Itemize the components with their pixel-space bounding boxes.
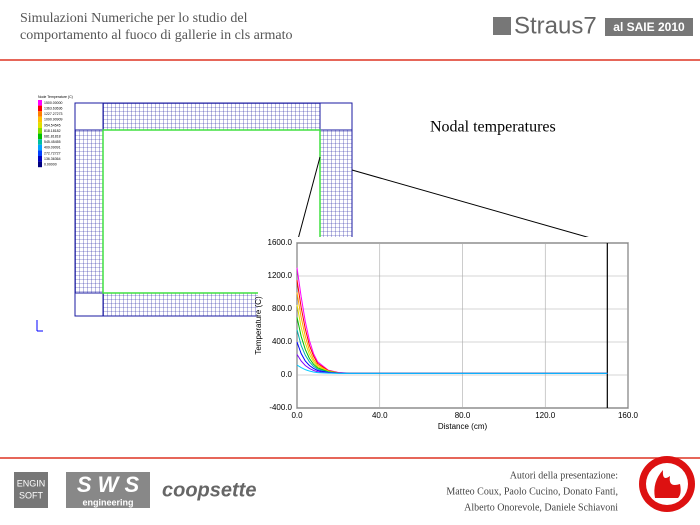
zoom-line [296,156,321,244]
legend-label: 1500.00000 [44,101,63,105]
zoom-line [351,169,609,244]
legend-label: 1090.90909 [44,118,63,122]
y-tick-label: 400.0 [272,337,293,346]
legend-swatch [38,111,42,117]
legend-swatch [38,116,42,123]
y-tick-label: 1600.0 [268,238,293,247]
footer-logo: engineering [82,497,133,507]
y-tick-label: 1200.0 [268,271,293,280]
contour-legend: Node Temperature (C) 1500.00000 1363.6363… [38,95,73,168]
footer-logo: S W S [77,472,140,497]
legend-label: 1227.27273 [44,112,63,116]
legend-label: 136.36364 [44,157,61,161]
legend-swatch [38,105,42,112]
series-line [296,364,608,374]
x-tick-label: 160.0 [618,411,639,420]
footer-logo: SOFT [19,490,44,500]
legend-swatch [38,100,42,106]
legend-label: 409.09091 [44,146,61,150]
authors: Autori della presentazione: [510,470,618,481]
x-axis-label: Distance (cm) [438,422,488,431]
legend-swatch [38,122,42,128]
x-tick-label: 40.0 [372,411,388,420]
legend-label: 272.72727 [44,151,61,155]
legend-label: 545.45455 [44,140,61,144]
authors: Matteo Coux, Paolo Cucino, Donato Fanti, [446,486,618,497]
legend-label: 0.00000 [44,163,57,167]
legend-title: Node Temperature (C) [38,95,73,99]
legend-label: 681.81818 [44,135,61,139]
footer-logo: coopsette [162,479,256,501]
badge: al SAIE 2010 [613,20,685,34]
footer-logo: ENGIN [17,478,46,488]
badge-bg [605,18,693,36]
legend-swatch [38,156,42,162]
logo: Straus7 [514,12,597,39]
y-axis-label: Temperature (C) [254,296,263,355]
y-tick-label: 0.0 [281,370,293,379]
chart-bg [258,237,630,432]
y-tick-label: -400.0 [269,403,292,412]
title-line: Simulazioni Numeriche per lo studio del [20,11,248,26]
logo-mark [493,17,511,35]
y-tick-label: 800.0 [272,304,293,313]
legend-swatch [38,133,42,140]
x-tick-label: 0.0 [291,411,303,420]
legend-swatch [38,150,42,156]
legend-swatch [38,139,42,145]
legend-swatch [38,144,42,151]
logo-bg [14,472,48,508]
legend-label: 954.54545 [44,123,61,127]
title-line: comportamento al fuoco di gallerie in cl… [20,28,293,43]
x-tick-label: 120.0 [535,411,556,420]
caption: Nodal temperatures [430,119,556,136]
legend-label: 1363.63636 [44,107,63,111]
legend-swatch [38,128,42,134]
legend-label: 818.18182 [44,129,61,133]
authors: Alberto Onorevole, Daniele Schiavoni [464,502,618,513]
x-tick-label: 80.0 [455,411,471,420]
logo-bg [66,472,150,508]
fire-logo [654,470,681,498]
legend-swatch [38,161,42,168]
